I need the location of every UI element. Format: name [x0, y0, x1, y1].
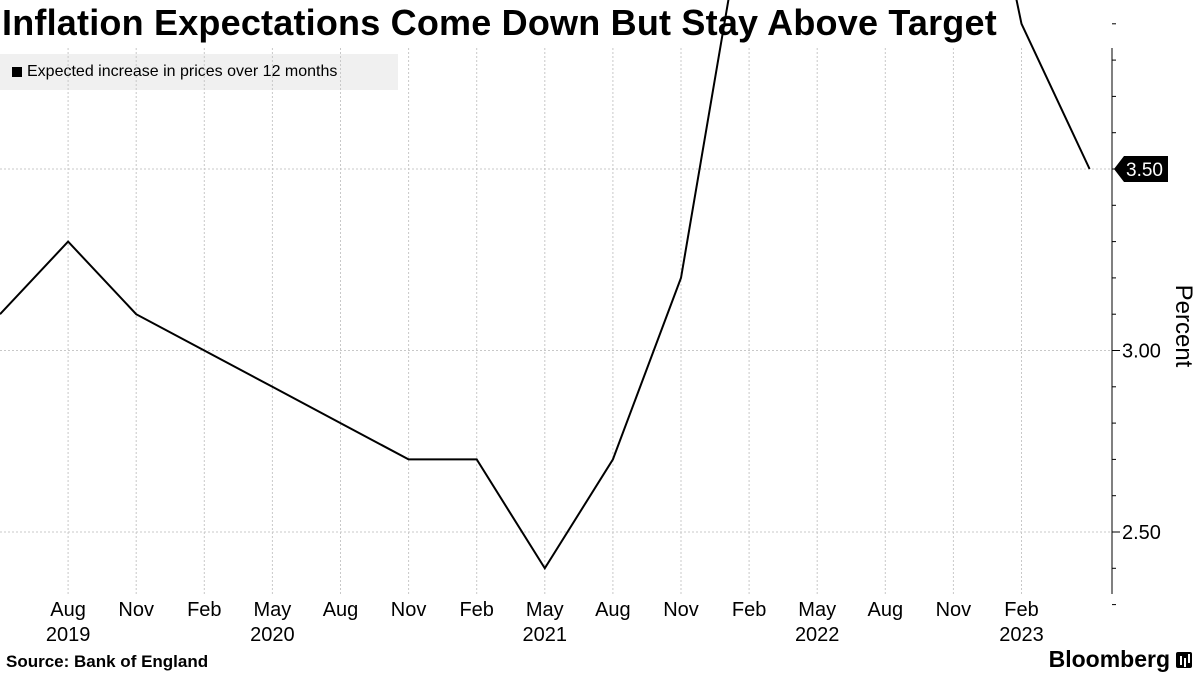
x-tick-label: Nov: [391, 599, 427, 621]
bloomberg-bar-icon: [1176, 651, 1192, 668]
x-year-label: 2023: [999, 624, 1044, 646]
x-tick-label: Nov: [118, 599, 154, 621]
x-year-label: 2022: [795, 624, 840, 646]
legend-swatch: [12, 67, 22, 77]
x-tick-label: Aug: [50, 599, 86, 621]
x-tick-label: Aug: [595, 599, 631, 621]
x-tick-label: Feb: [1004, 599, 1038, 621]
x-year-label: 2021: [523, 624, 568, 646]
last-value-label: 3.50: [1126, 160, 1163, 181]
x-year-label: 2020: [250, 624, 295, 646]
legend: Expected increase in prices over 12 mont…: [0, 54, 398, 90]
source-note: Source: Bank of England: [6, 652, 209, 671]
x-tick-label: Aug: [323, 599, 359, 621]
x-tick-label: Nov: [936, 599, 972, 621]
x-year-label: 2019: [46, 624, 91, 646]
brand-logo: Bloomberg: [1049, 646, 1192, 673]
chart-title: Inflation Expectations Come Down But Sta…: [2, 2, 997, 43]
y-tick-label: 3.00: [1122, 341, 1161, 363]
x-tick-label: Feb: [187, 599, 221, 621]
x-tick-label: May: [254, 599, 292, 621]
x-tick-label: May: [798, 599, 836, 621]
x-tick-label: Nov: [663, 599, 699, 621]
x-tick-label: Feb: [732, 599, 766, 621]
x-tick-label: May: [526, 599, 564, 621]
y-tick-label: 2.50: [1122, 522, 1161, 544]
y-axis-title: Percent: [1170, 285, 1197, 368]
brand-name: Bloomberg: [1048, 646, 1170, 672]
legend-label: Expected increase in prices over 12 mont…: [27, 63, 338, 80]
x-tick-label: Feb: [459, 599, 493, 621]
last-value-callout: [1114, 156, 1168, 182]
x-tick-label: Aug: [868, 599, 904, 621]
